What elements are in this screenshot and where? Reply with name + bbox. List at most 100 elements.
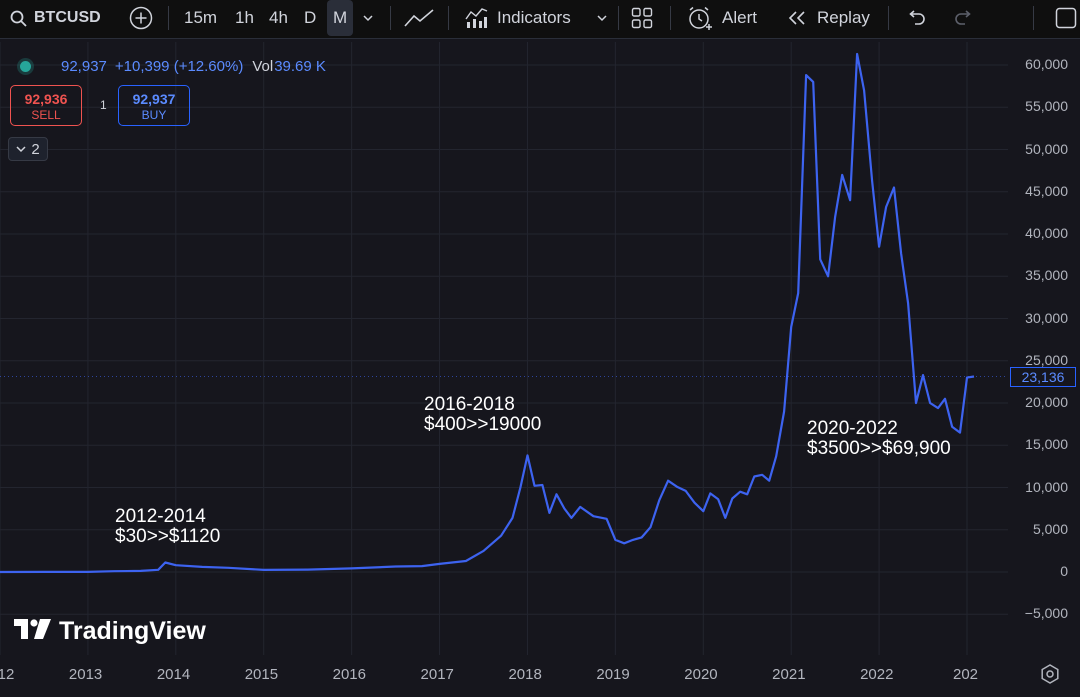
y-tick-label: 5,000 <box>1032 520 1068 537</box>
y-tick-label: 20,000 <box>1025 394 1068 410</box>
add-symbol-icon <box>129 6 153 30</box>
chevron-down-icon <box>16 141 26 158</box>
chart-grid <box>0 42 1008 655</box>
buy-button[interactable]: 92,937 BUY <box>118 85 190 126</box>
y-tick-label: 30,000 <box>1025 309 1068 326</box>
toolbar-divider <box>390 6 391 30</box>
sell-button[interactable]: 92,936 SELL <box>10 85 82 126</box>
fullscreen-icon <box>1055 7 1077 29</box>
indicators-collapse-button[interactable]: 2 <box>8 137 48 161</box>
annotation-period: 2020-2022 <box>807 418 898 439</box>
replay-button[interactable]: Replay <box>787 0 870 36</box>
x-tick-label: 2019 <box>596 666 630 683</box>
x-tick-label: 2018 <box>508 666 542 683</box>
line-chart-icon <box>404 8 434 28</box>
symbol-search[interactable]: BTCUSD <box>10 0 101 36</box>
buy-price: 92,937 <box>132 91 176 107</box>
y-tick-label: 40,000 <box>1025 225 1068 241</box>
toolbar-divider <box>448 6 449 30</box>
interval-label: 15m <box>184 8 218 27</box>
current-price-label: 23,136 <box>1010 367 1076 387</box>
interval-dropdown[interactable] <box>362 0 374 36</box>
sell-price: 92,936 <box>24 91 68 107</box>
market-status-icon <box>20 60 31 72</box>
tradingview-logo-icon <box>14 617 52 646</box>
add-symbol-button[interactable] <box>129 0 153 36</box>
toolbar-divider <box>618 6 619 30</box>
replay-label: Replay <box>817 8 870 27</box>
x-tick-label: 2012 <box>0 666 15 683</box>
legend-vol-label: Vol <box>252 57 274 75</box>
x-tick-label: 2022 <box>860 666 894 683</box>
indicators-button[interactable]: Indicators <box>465 0 571 36</box>
alert-label: Alert <box>722 8 757 27</box>
brand-name: TradingView <box>59 617 206 645</box>
y-tick-label: 45,000 <box>1025 182 1068 199</box>
annotation-gain: $3500>>$69,900 <box>807 438 951 459</box>
chevron-down-icon <box>596 12 608 24</box>
interval-4h-button[interactable]: 4h <box>269 0 288 36</box>
interval-15m-button[interactable]: 15m <box>184 0 217 36</box>
symbol-label: BTCUSD <box>34 9 101 26</box>
gear-icon <box>1040 664 1060 688</box>
x-tick-label: 2021 <box>772 666 806 683</box>
y-tick-label: 55,000 <box>1025 98 1068 115</box>
buy-label: BUY <box>141 108 167 122</box>
interval-label: D <box>304 8 317 27</box>
redo-button[interactable] <box>954 0 974 36</box>
interval-label: 4h <box>269 8 288 27</box>
undo-button[interactable] <box>906 0 926 36</box>
x-tick-label: 2014 <box>156 666 191 683</box>
layout-grid-icon <box>631 7 653 29</box>
interval-d-button[interactable]: D <box>304 0 316 36</box>
chevron-down-icon <box>362 12 374 24</box>
toolbar-divider <box>670 6 671 30</box>
annotation-gain: $400>>19000 <box>424 414 542 435</box>
interval-1h-button[interactable]: 1h <box>235 0 254 36</box>
x-tick-label: 2015 <box>244 666 279 683</box>
top-toolbar: BTCUSD 15m 1h 4h D M Indicators Alert Re… <box>0 0 1080 39</box>
symbol-legend: 92,937 +10,399 (+12.60%) Vol 39.69 K <box>20 56 326 76</box>
annotation-gain: $30>>$1120 <box>115 526 221 547</box>
annotation-2012-2014[interactable]: 2012-2014 $30>>$1120 <box>115 507 220 547</box>
chart-settings-button[interactable] <box>1040 664 1060 689</box>
x-tick-label: 2013 <box>68 666 103 683</box>
y-tick-label: 25,000 <box>1025 351 1068 368</box>
fullscreen-button[interactable] <box>1055 0 1077 36</box>
annotation-2020-2022[interactable]: 2020-2022 $3500>>$69,900 <box>807 419 951 459</box>
toolbar-divider <box>168 6 169 30</box>
x-tick-label: 202 <box>953 666 979 683</box>
price-series-line <box>0 52 975 574</box>
interval-label: M <box>333 8 348 27</box>
chart-type-button[interactable] <box>404 0 434 36</box>
search-icon <box>10 10 27 27</box>
layout-button[interactable] <box>631 0 653 36</box>
y-tick-label: 10,000 <box>1025 478 1068 495</box>
interval-label: 1h <box>235 8 254 27</box>
indicators-label: Indicators <box>497 8 571 27</box>
y-tick-label: 0 <box>1060 563 1068 579</box>
y-tick-label: 50,000 <box>1025 140 1068 157</box>
legend-vol-value: 39.69 K <box>274 57 326 75</box>
interval-m-button[interactable]: M <box>327 0 354 36</box>
sell-label: SELL <box>31 108 61 122</box>
y-tick-label: −5,000 <box>1024 605 1068 622</box>
alert-button[interactable]: Alert <box>687 0 757 36</box>
x-tick-label: 2016 <box>332 666 366 683</box>
collapse-count: 2 <box>31 140 40 158</box>
y-tick-label: 35,000 <box>1025 267 1068 284</box>
tradingview-logo[interactable]: TradingView <box>14 617 206 646</box>
legend-price: 92,937 <box>61 57 107 75</box>
toolbar-divider <box>1033 6 1034 30</box>
undo-icon <box>906 10 926 26</box>
y-tick-label: 60,000 <box>1025 56 1068 72</box>
replay-icon <box>787 10 807 26</box>
annotation-2016-2018[interactable]: 2016-2018 $400>>19000 <box>424 395 541 435</box>
x-tick-label: 2020 <box>684 666 718 683</box>
spread-value: 1 <box>100 98 107 112</box>
indicators-dropdown[interactable] <box>596 0 608 36</box>
indicators-icon <box>465 7 488 29</box>
y-tick-label: 15,000 <box>1025 436 1068 453</box>
legend-change: +10,399 (+12.60%) <box>114 57 244 75</box>
